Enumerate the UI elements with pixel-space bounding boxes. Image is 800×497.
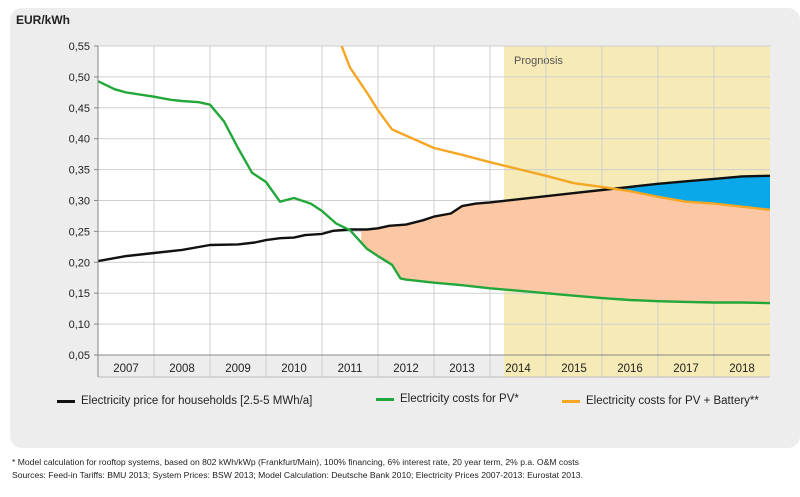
legend-label-household-price: Electricity price for households [2.5-5 … [81, 395, 313, 407]
y-axis-label: EUR/kWh [16, 13, 70, 27]
x-tick-label-2015: 2015 [561, 363, 587, 375]
x-tick-label-2017: 2017 [673, 363, 699, 375]
legend-item-pv-battery-costs: Electricity costs for PV + Battery** [562, 395, 759, 407]
y-tick-label-4: 0,25 [69, 226, 90, 238]
forecast-label: Prognosis [514, 55, 563, 67]
y-tick-label-5: 0,30 [69, 196, 90, 208]
chart-svg: EUR/kWh Prognosis 0,050,100,150,200,250,… [16, 13, 770, 378]
axes [94, 45, 770, 378]
legend-swatch-pv-costs [376, 397, 394, 401]
area-fill-0 [361, 175, 770, 304]
y-tick-label-6: 0,35 [69, 165, 90, 177]
x-tick-label-2014: 2014 [505, 363, 531, 375]
tick-labels: 0,05 0,10 0,15 0,20 0,25 0,30 0,35 0,40 0,45 0,50… [69, 41, 755, 375]
y-tick-label-2: 0,15 [69, 288, 90, 300]
x-tick-label-2016: 2016 [617, 363, 643, 375]
series-line-2 [340, 46, 770, 211]
y-tick-label-10: 0,55 [69, 41, 90, 53]
footnotes: * Model calculation for rooftop systems,… [12, 456, 792, 482]
y-tick-label-1: 0,10 [69, 319, 90, 331]
y-tick-label-8: 0,45 [69, 103, 90, 115]
legend-item-pv-costs: Electricity costs for PV* [376, 393, 519, 405]
y-tick-label-0: 0,05 [69, 350, 90, 362]
y-tick-label-3: 0,20 [69, 257, 90, 269]
legend-item-household-price: Electricity price for households [2.5-5 … [57, 395, 312, 407]
x-tick-label-2008: 2008 [169, 363, 195, 375]
footnote-sources: Sources: Feed-in Tariffs: BMU 2013; Syst… [12, 470, 583, 480]
x-tick-label-2010: 2010 [281, 363, 307, 375]
series-lines [98, 46, 770, 305]
legend-label-pv-costs: Electricity costs for PV* [400, 393, 519, 405]
x-tick-label-2007: 2007 [113, 363, 139, 375]
series-line-1 [98, 80, 770, 305]
y-tick-label-9: 0,50 [69, 72, 90, 84]
x-tick-label-2012: 2012 [393, 363, 419, 375]
legend-swatch-pv-battery-costs [562, 399, 580, 403]
legend-label-pv-battery-costs: Electricity costs for PV + Battery** [586, 395, 759, 407]
legend-swatch-household-price [57, 399, 75, 403]
y-tick-label-7: 0,40 [69, 134, 90, 146]
x-tick-label-2009: 2009 [225, 363, 251, 375]
x-tick-label-2018: 2018 [729, 363, 755, 375]
footnote-model: * Model calculation for rooftop systems,… [12, 457, 579, 467]
x-tick-label-2013: 2013 [449, 363, 475, 375]
x-tick-label-2011: 2011 [338, 363, 363, 375]
